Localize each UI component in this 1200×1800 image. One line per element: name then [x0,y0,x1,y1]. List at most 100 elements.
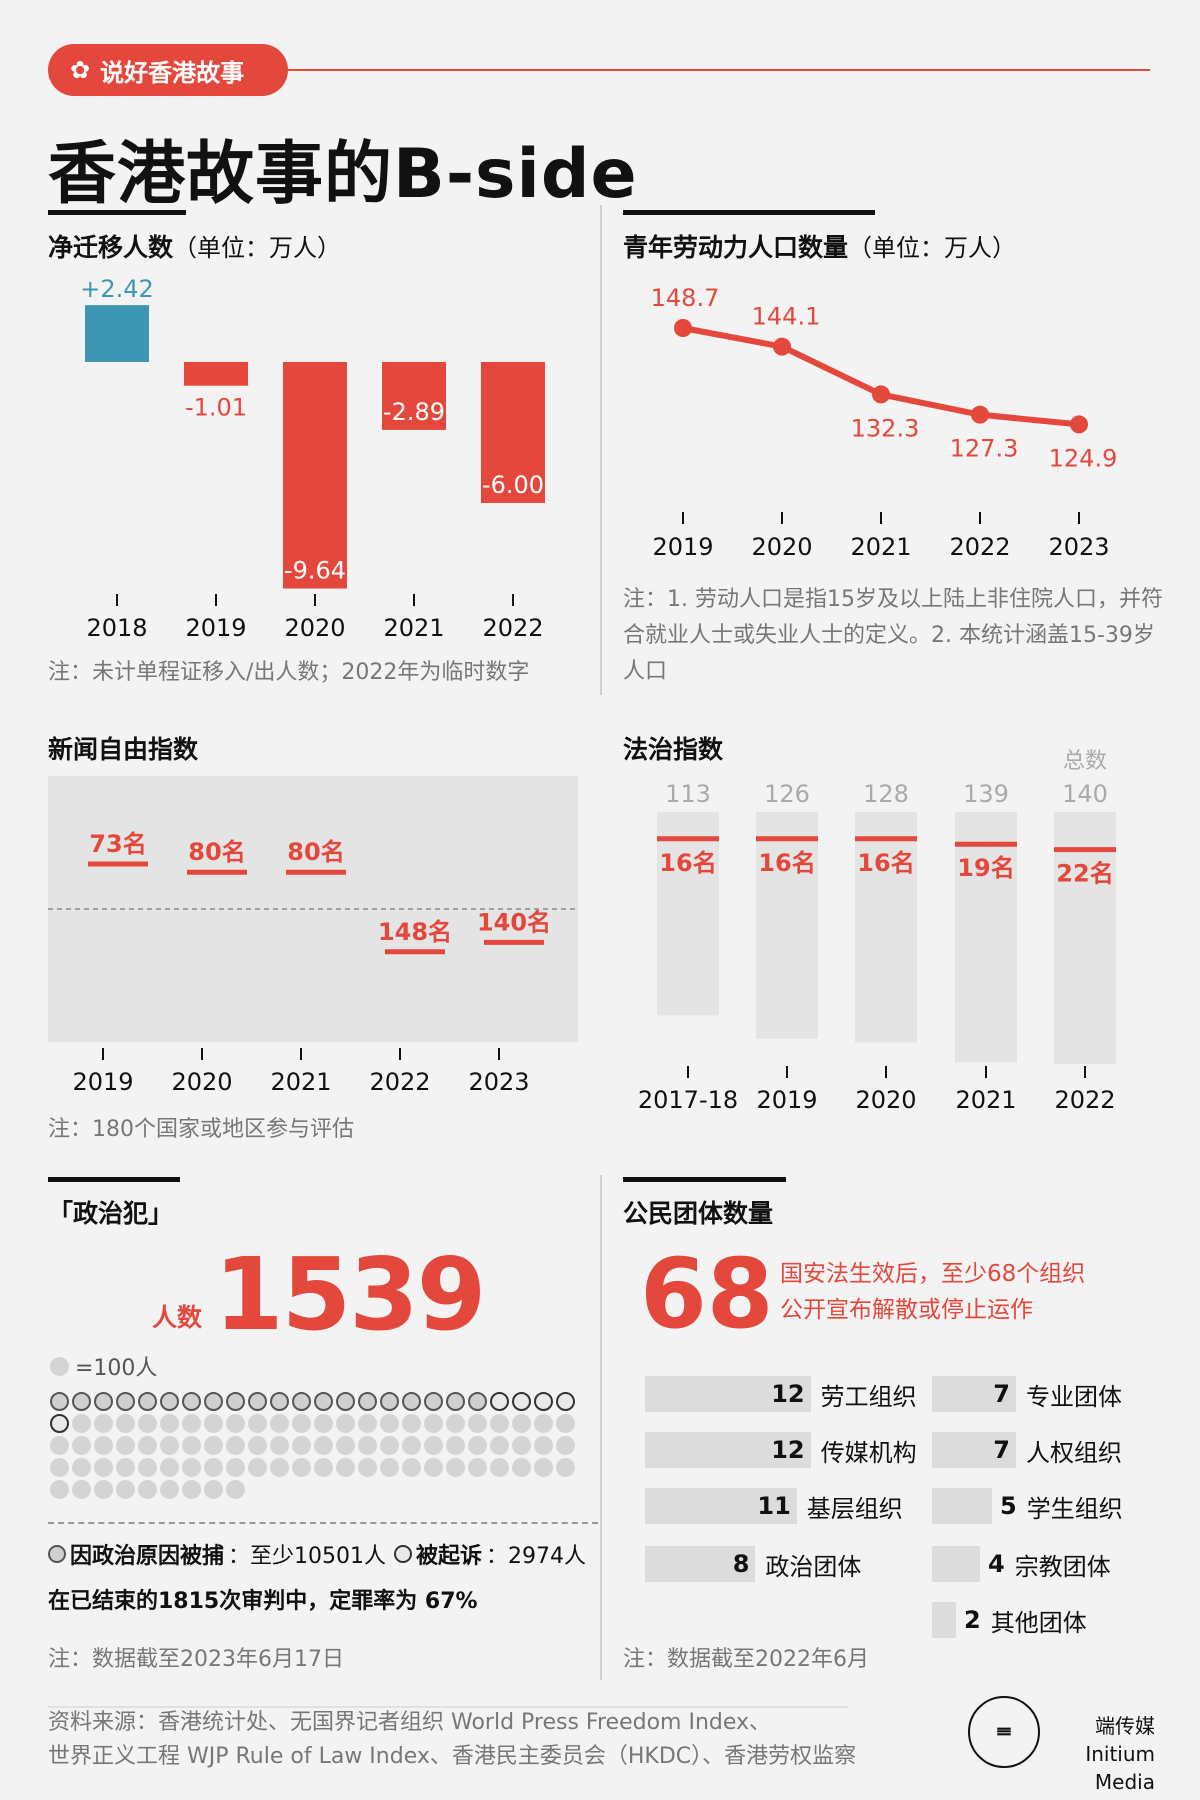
rule-of-law-year-label: 2020 [855,1086,916,1114]
migration-year-label: 2021 [383,614,444,642]
rule-of-law-rank-label: 16名 [659,849,716,877]
prisoner-dot [138,1458,157,1477]
prisoner-dot [314,1458,333,1477]
prisoner-dot [380,1392,399,1411]
labor-data-point [971,405,989,424]
arrested-label: 因政治原因被捕 [70,1544,225,1569]
labor-data-point [1070,415,1088,434]
migration-year-label: 2018 [86,614,147,642]
section-rule [48,210,186,215]
tag-divider [288,69,1150,71]
labor-value-label: 144.1 [752,303,821,331]
press-freedom-note: 注：180个国家或地区参与评估 [48,1117,354,1142]
prisoner-dot [446,1436,465,1455]
rule-of-law-total-bar [756,812,818,1039]
political-prisoners-title: 「政治犯」 [48,1199,174,1228]
dot-legend-icon [50,1356,69,1376]
civil-group-row: 4 宗教团体 [932,1546,1111,1582]
prisoner-dot [116,1414,135,1433]
civil-groups-number: 68 [640,1238,774,1350]
source-line-2: 世界正义工程 WJP Rule of Law Index、香港民主委员会（HKD… [48,1744,857,1769]
prisoner-dot [556,1414,575,1433]
prisoner-dot [226,1458,245,1477]
rule-of-law-total-value: 139 [963,780,1009,808]
prisoner-dot [72,1480,91,1499]
prisoner-dot [226,1414,245,1433]
civil-group-row: 8 政治团体 [645,1546,861,1582]
civil-group-value: 12 [771,1380,805,1408]
prisoner-dot [182,1414,201,1433]
charged-label: 被起诉 [416,1544,483,1569]
charged-value: ：2974人 [486,1544,587,1569]
prisoner-dot [512,1414,531,1433]
prisoner-dot [402,1458,421,1477]
press-rank-label: 148名 [378,918,452,946]
migration-value-label: -6.00 [482,471,544,499]
rule-of-law-total-value: 126 [764,780,810,808]
prisoner-dot-grid [50,1392,595,1499]
press-freedom-title: 新闻自由指数 [48,735,199,764]
rule-of-law-title: 法治指数 [623,735,724,764]
migration-value-label: -1.01 [185,394,247,422]
civil-group-row: 7 专业团体 [932,1376,1122,1412]
press-year-label: 2023 [468,1068,529,1096]
prisoner-dot [358,1392,377,1411]
prisoner-dot [72,1436,91,1455]
dashed-divider [48,1522,598,1524]
migration-chart: +2.42 2018 -1.01 2019 -9.64 2020 -2.89 2021 -6.0… [80,275,545,642]
civil-group-label: 传媒机构 [820,1438,917,1467]
migration-value-label: -2.89 [383,398,445,426]
prisoner-dot [380,1414,399,1433]
prisoner-dot [72,1458,91,1477]
prisoner-dot [72,1414,91,1433]
civil-group-bar: 8 [645,1546,756,1582]
prisoner-dot [94,1436,113,1455]
prisoner-dot [512,1392,531,1411]
prisoner-dot [270,1458,289,1477]
prisoner-dot [446,1458,465,1477]
civil-group-row: 5 学生组织 [932,1488,1123,1524]
prisoner-dot [468,1436,487,1455]
civil-group-label: 其他团体 [990,1608,1087,1637]
source-line-1: 资料来源：香港统计处、无国界记者组织 World Press Freedom I… [48,1710,772,1735]
migration-bar [283,362,347,589]
prisoner-dot [490,1436,509,1455]
press-year-label: 2019 [72,1068,133,1096]
prisoner-dot [160,1458,179,1477]
migration-title: 净迁移人数（单位：万人） [48,233,342,262]
prisoner-dot [402,1392,421,1411]
migration-year-label: 2022 [482,614,543,642]
prisoner-dot [424,1392,443,1411]
migration-bar [481,362,545,503]
arrested-dot-icon [48,1545,66,1563]
prisoner-dot [402,1414,421,1433]
civil-group-bar: 12 [645,1432,811,1468]
prisoner-dot [358,1436,377,1455]
prisoner-count-label: 人数 [152,1303,203,1332]
migration-bar [184,362,248,386]
labor-year-label: 2019 [652,533,713,561]
rule-of-law-total-value: 113 [665,780,711,808]
column-divider [600,1175,602,1680]
labor-value-label: 132.3 [851,414,920,442]
prisoner-dot [72,1392,91,1411]
civil-group-row: 7 人权组织 [932,1432,1122,1468]
rule-of-law-rank-label: 16名 [857,849,914,877]
prisoner-dot [160,1480,179,1499]
political-prisoners-note: 注：数据截至2023年6月17日 [48,1647,344,1672]
prisoner-dot [204,1436,223,1455]
civil-group-value: 11 [757,1492,791,1520]
rule-of-law-total-bar [855,812,917,1043]
press-rank-label: 80名 [287,838,344,866]
migration-note: 注：未计单程证移入/出人数；2022年为临时数字 [48,660,530,685]
arrest-charge-legend: 因政治原因被捕 ：至少10501人 被起诉 ：2974人 [48,1538,586,1570]
labor-data-point [872,385,890,404]
civil-group-row: 12 传媒机构 [645,1432,917,1468]
prisoner-dot [248,1414,267,1433]
civil-groups-desc-line1: 国安法生效后，至少68个组织 [780,1261,1086,1287]
prisoner-dot [204,1392,223,1411]
civil-group-row: 11 基层组织 [645,1488,903,1524]
civil-groups-desc-line2: 公开宣布解散或停止运作 [780,1297,1033,1323]
prisoner-dot [204,1480,223,1499]
prisoner-dot [94,1392,113,1411]
